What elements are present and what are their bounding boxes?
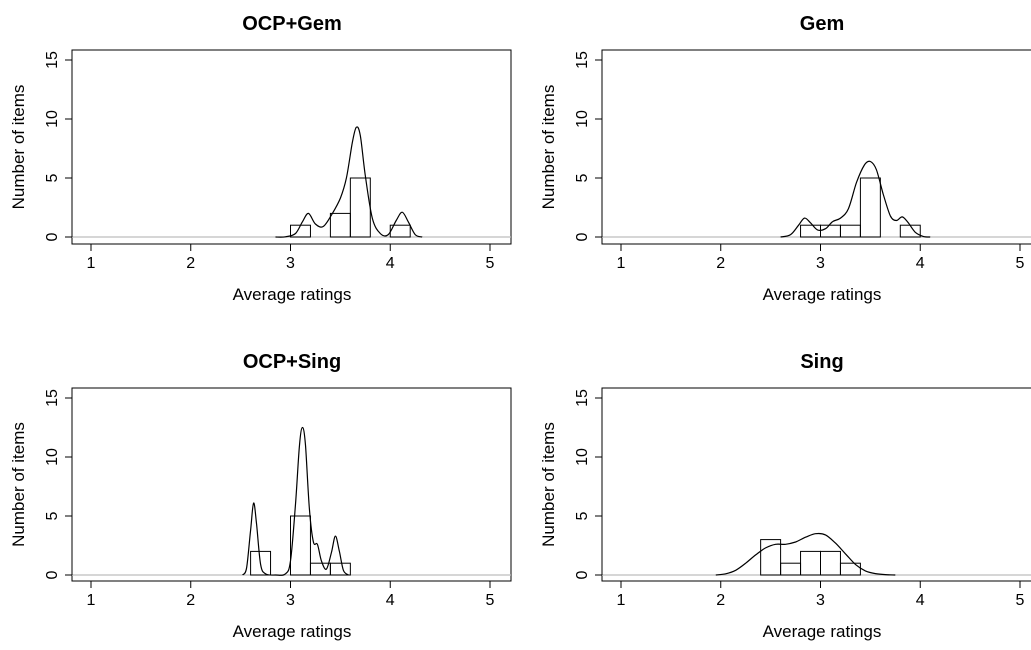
histogram-bar bbox=[820, 224, 841, 238]
histogram-bar bbox=[839, 224, 861, 238]
histogram-bar bbox=[800, 224, 821, 238]
x-axis-label: Average ratings bbox=[233, 285, 352, 304]
y-tick-label: 15 bbox=[44, 389, 61, 407]
density-curve bbox=[242, 426, 349, 576]
histogram-bar bbox=[800, 550, 821, 576]
plot-frame bbox=[601, 387, 1031, 582]
x-tick-label: 2 bbox=[186, 255, 195, 272]
x-tick-label: 4 bbox=[916, 592, 925, 609]
plot-area bbox=[715, 532, 896, 576]
histogram-bar bbox=[309, 562, 331, 576]
y-tick-label: 15 bbox=[574, 389, 591, 407]
y-tick-label: 10 bbox=[574, 110, 591, 128]
y-tick-label: 10 bbox=[574, 448, 591, 466]
density-curve bbox=[715, 532, 896, 576]
y-tick-label: 15 bbox=[574, 51, 591, 69]
histogram-bar bbox=[899, 224, 921, 238]
panel-title: Sing bbox=[800, 351, 843, 373]
panel-3: Sing 1 2 3 4 5 Average ratings 0 5 10 15 Number of … bbox=[539, 351, 1031, 641]
y-axis-label: Number of items bbox=[9, 422, 28, 547]
y-tick-label: 0 bbox=[574, 570, 591, 579]
panel-title: OCP+Gem bbox=[242, 13, 341, 35]
x-tick-label: 1 bbox=[87, 592, 96, 609]
x-tick-label: 2 bbox=[186, 592, 195, 609]
x-tick-label: 5 bbox=[486, 255, 495, 272]
x-tick-label: 5 bbox=[486, 592, 495, 609]
y-tick-label: 10 bbox=[44, 110, 61, 128]
y-tick-label: 5 bbox=[44, 511, 61, 520]
panel-2: OCP+Sing 1 2 3 4 5 Average ratings 0 5 10 15 Number… bbox=[9, 351, 512, 641]
histogram-bar bbox=[250, 550, 272, 576]
panel-title: OCP+Sing bbox=[243, 351, 341, 373]
x-tick-label: 3 bbox=[816, 592, 825, 609]
y-tick-label: 15 bbox=[44, 51, 61, 69]
x-tick-label: 1 bbox=[617, 592, 626, 609]
x-tick-label: 3 bbox=[286, 255, 295, 272]
x-tick-label: 2 bbox=[716, 255, 725, 272]
x-axis-label: Average ratings bbox=[233, 622, 352, 641]
x-axis-label: Average ratings bbox=[763, 622, 882, 641]
y-axis-label: Number of items bbox=[9, 85, 28, 210]
histogram-bar bbox=[290, 515, 311, 576]
plot-frame bbox=[71, 49, 512, 245]
x-tick-label: 3 bbox=[286, 592, 295, 609]
histogram-bar bbox=[859, 177, 881, 238]
y-axis-label: Number of items bbox=[539, 85, 558, 210]
histogram-bar bbox=[329, 562, 351, 576]
histogram-bar bbox=[329, 212, 351, 238]
plot-area bbox=[242, 426, 351, 576]
x-tick-label: 2 bbox=[716, 592, 725, 609]
plot-frame bbox=[601, 49, 1031, 245]
x-tick-label: 1 bbox=[617, 255, 626, 272]
y-tick-label: 5 bbox=[44, 173, 61, 182]
x-tick-label: 5 bbox=[1016, 592, 1025, 609]
histogram-bar bbox=[839, 562, 861, 576]
plot-area bbox=[780, 160, 931, 238]
x-tick-label: 1 bbox=[87, 255, 96, 272]
x-tick-label: 4 bbox=[916, 255, 925, 272]
histogram-bar bbox=[780, 562, 802, 576]
y-tick-label: 0 bbox=[44, 232, 61, 241]
x-tick-label: 4 bbox=[386, 255, 395, 272]
plot-area bbox=[275, 126, 423, 238]
y-axis-label: Number of items bbox=[539, 422, 558, 547]
y-tick-label: 10 bbox=[44, 448, 61, 466]
y-tick-label: 5 bbox=[574, 173, 591, 182]
x-tick-label: 3 bbox=[816, 255, 825, 272]
x-tick-label: 5 bbox=[1016, 255, 1025, 272]
histogram-bar bbox=[820, 550, 841, 576]
y-tick-label: 0 bbox=[574, 232, 591, 241]
histogram-bar bbox=[760, 539, 782, 576]
panel-1: Gem 1 2 3 4 5 Average ratings 0 5 10 15 Number of i… bbox=[539, 13, 1031, 304]
x-tick-label: 4 bbox=[386, 592, 395, 609]
density-curve bbox=[275, 126, 423, 238]
panel-0: OCP+Gem 1 2 3 4 5 Average ratings 0 5 10 15 Number … bbox=[9, 13, 512, 304]
density-curve bbox=[780, 160, 931, 238]
y-tick-label: 0 bbox=[44, 570, 61, 579]
x-axis-label: Average ratings bbox=[763, 285, 882, 304]
panel-title: Gem bbox=[800, 13, 844, 35]
y-tick-label: 5 bbox=[574, 511, 591, 520]
